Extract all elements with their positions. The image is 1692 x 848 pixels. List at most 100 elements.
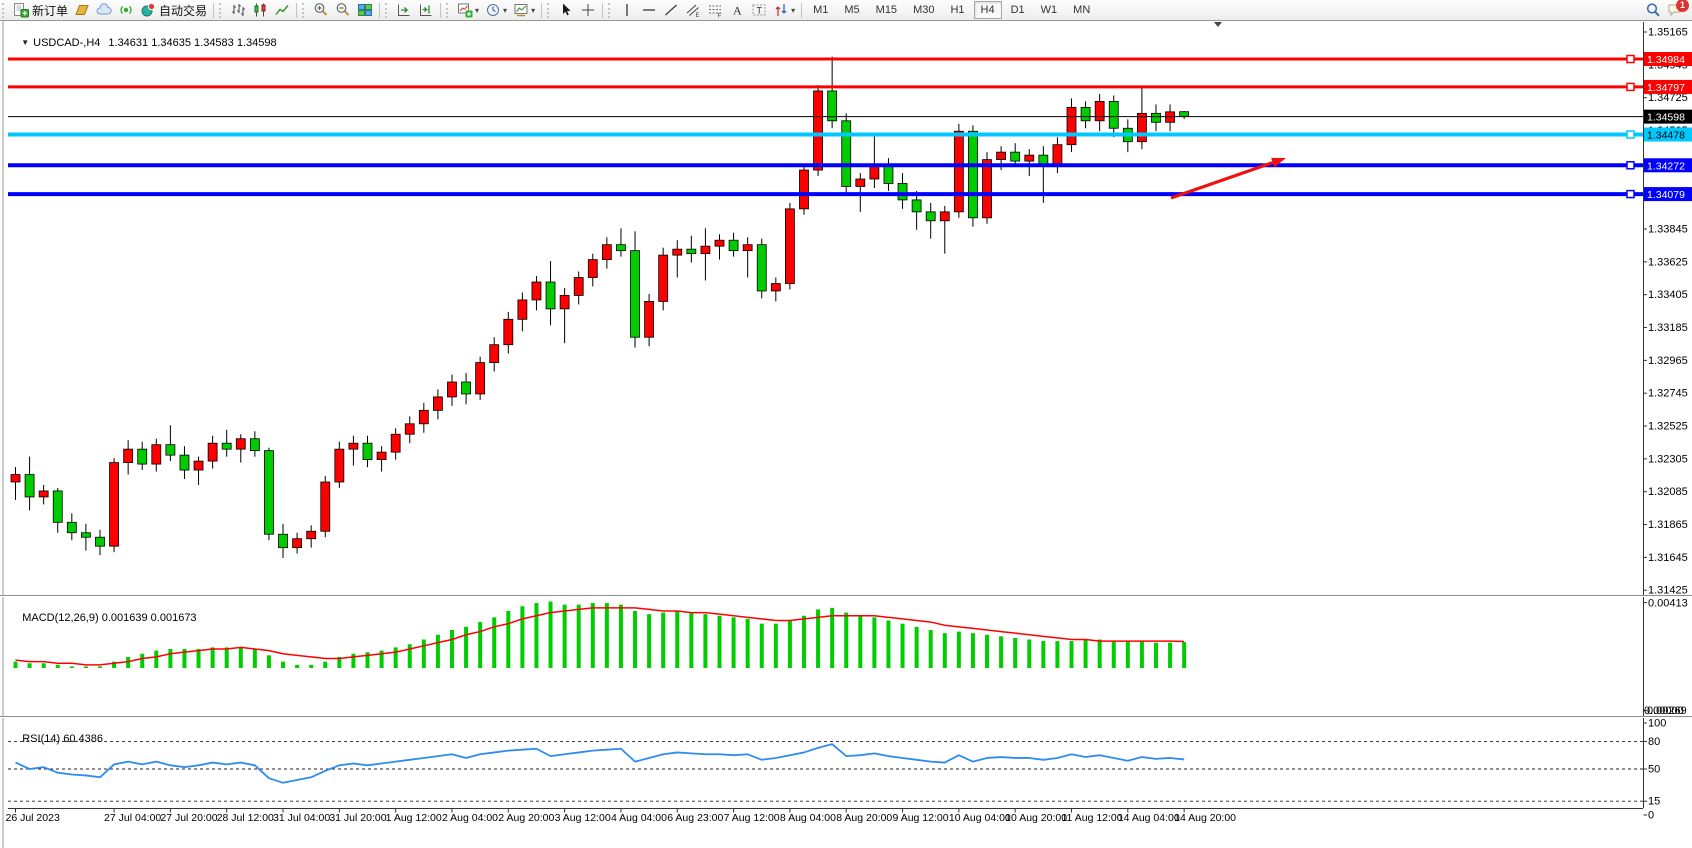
svg-text:1.34797: 1.34797 [1647,82,1685,94]
chart-shift-icon [420,4,432,16]
svg-text:80: 80 [1648,736,1660,748]
fibonacci-button[interactable]: F [705,1,725,19]
cursor-button[interactable] [556,1,576,19]
svg-text:1.32525: 1.32525 [1648,421,1688,433]
chart-shift-button[interactable] [416,1,436,19]
toolbar-separator [440,2,442,18]
toolbar-separator [379,2,381,18]
auto-scroll-button[interactable] [394,1,414,19]
bar-chart-icon [232,4,246,16]
ohlc-values: 1.34631 1.34635 1.34583 1.34598 [108,37,277,49]
chevron-down-icon: ▾ [531,5,536,15]
svg-text:1.33405: 1.33405 [1648,289,1688,301]
equidistant-channel-button[interactable]: E [683,1,703,19]
svg-text:14 Aug 20:00: 14 Aug 20:00 [1174,812,1236,824]
vertical-line-button[interactable] [617,1,637,19]
svg-text:31 Jul 04:00: 31 Jul 04:00 [273,812,330,824]
tool-group-grip [385,2,390,18]
tool-group-grip [2,2,7,18]
macd-value: 0.001639 [101,612,148,624]
svg-text:27 Jul 20:00: 27 Jul 20:00 [160,812,217,824]
zoom-in-button[interactable] [311,1,331,19]
candlesticks [10,56,1190,559]
text-label-button[interactable]: T [749,1,769,19]
search-button[interactable] [1643,1,1663,19]
svg-text:1.32305: 1.32305 [1648,453,1688,465]
horizontal-line-button[interactable] [639,1,659,19]
arrows-icon [775,4,787,16]
timeframe-h1-button[interactable]: H1 [950,4,965,16]
trendline-icon [665,4,678,16]
timeframe-m30-button[interactable]: M30 [913,4,935,16]
profiles-button[interactable] [72,1,92,19]
svg-text:2 Aug 20:00: 2 Aug 20:00 [498,812,554,824]
history-center-button[interactable] [94,1,114,19]
timeframe-m1-button[interactable]: M1 [813,4,829,16]
chevron-down-icon: ▾ [791,5,796,15]
svg-text:1.31865: 1.31865 [1648,519,1688,531]
horizontal-line-icon [643,9,656,11]
timeframe-m5-button[interactable]: M5 [844,4,860,16]
candlestick-chart-button[interactable] [250,1,270,19]
auto-scroll-icon [398,4,410,16]
svg-text:14 Aug 04:00: 14 Aug 04:00 [1118,812,1180,824]
svg-text:10 Aug 04:00: 10 Aug 04:00 [949,812,1011,824]
timeframe-d1-button[interactable]: D1 [1010,4,1025,16]
text-icon: A [733,4,742,18]
macd-label: MACD(12,26,9) [22,612,99,624]
text-button[interactable]: A [727,1,747,19]
svg-text:0: 0 [1648,810,1654,822]
tile-windows-button[interactable] [355,1,375,19]
svg-text:0.00413: 0.00413 [1648,598,1688,610]
periods-button[interactable]: ▾ [483,1,509,19]
candlestick-chart-icon [254,3,266,17]
timeframe-w1-button[interactable]: W1 [1040,4,1058,16]
notifications-button[interactable]: 1 [1665,0,1689,19]
svg-text:1.32745: 1.32745 [1648,388,1688,400]
templates-button[interactable]: ▾ [511,1,537,19]
new-chart-button[interactable]: ▾ [455,1,481,19]
svg-text:1.33625: 1.33625 [1648,256,1688,268]
line-chart-button[interactable] [272,1,292,19]
pane-separator-macd[interactable] [0,595,1692,597]
svg-text:6 Aug 23:00: 6 Aug 23:00 [667,812,723,824]
autotrade-icon [141,2,156,17]
zoom-out-button[interactable] [333,1,353,19]
fibonacci-icon: F [709,5,722,18]
svg-text:1.34478: 1.34478 [1647,130,1685,142]
svg-text:1 Aug 12:00: 1 Aug 12:00 [386,812,442,824]
text-label-icon: T [752,4,766,16]
svg-text:50: 50 [1648,764,1660,776]
svg-text:1.32965: 1.32965 [1648,355,1688,367]
rsi-pane-label: RSI(14) 60.4386 [10,721,103,757]
svg-text:1.32085: 1.32085 [1648,486,1688,498]
shift-marker-icon [1214,22,1222,27]
periods-icon [487,4,500,16]
svg-text:A: A [733,4,742,18]
signals-button[interactable] [116,1,136,19]
svg-text:7 Aug 12:00: 7 Aug 12:00 [724,812,780,824]
tool-group-grip [302,2,307,18]
svg-text:15: 15 [1648,796,1660,808]
zoom-in-icon [314,3,328,16]
toolbar-separator [213,2,215,18]
notification-badge: 1 [1676,0,1689,12]
rsi-pane: 100 80 50 15 0 [8,718,1666,822]
autotrade-button[interactable]: 自动交易 [138,1,209,19]
signals-icon [120,6,132,14]
rsi-label: RSI(14) [22,733,61,745]
new-order-icon [14,3,29,18]
pane-separator-rsi[interactable] [0,716,1692,718]
timeframe-m15-button[interactable]: M15 [875,4,898,16]
zoom-out-icon [336,3,350,16]
collapse-icon[interactable]: ▼ [21,38,30,47]
trendline-button[interactable] [661,1,681,19]
timeframe-h4-button[interactable]: H4 [973,1,1002,19]
bar-chart-button[interactable] [228,1,248,19]
timeframe-mn-button[interactable]: MN [1073,4,1091,16]
arrows-button[interactable]: ▾ [771,1,797,19]
new-order-button[interactable]: 新订单 [11,1,70,19]
crosshair-button[interactable] [578,1,598,19]
